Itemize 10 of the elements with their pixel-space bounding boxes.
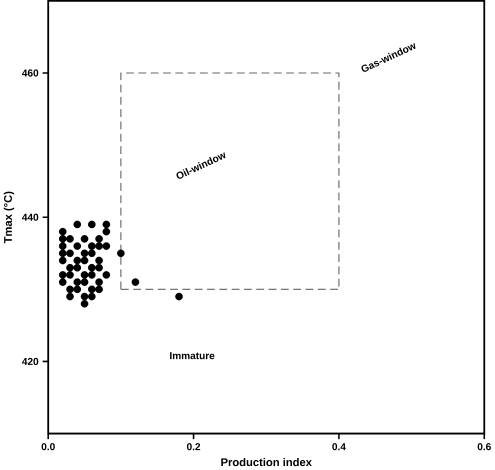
x-tick-label: 0.2 bbox=[186, 443, 200, 450]
annotation: Immature bbox=[170, 352, 214, 360]
x-tick-label: 0.0 bbox=[42, 443, 55, 450]
x-tick-label: 0.6 bbox=[478, 443, 491, 450]
x-tick-label: 0.4 bbox=[332, 443, 346, 450]
x-axis-title: Production index bbox=[221, 458, 312, 466]
y-tick-label: 420 bbox=[22, 358, 38, 366]
y-tick-label: 460 bbox=[22, 69, 38, 77]
y-axis-title: Tmax (°C) bbox=[4, 192, 14, 244]
y-tick-label: 440 bbox=[22, 214, 38, 221]
